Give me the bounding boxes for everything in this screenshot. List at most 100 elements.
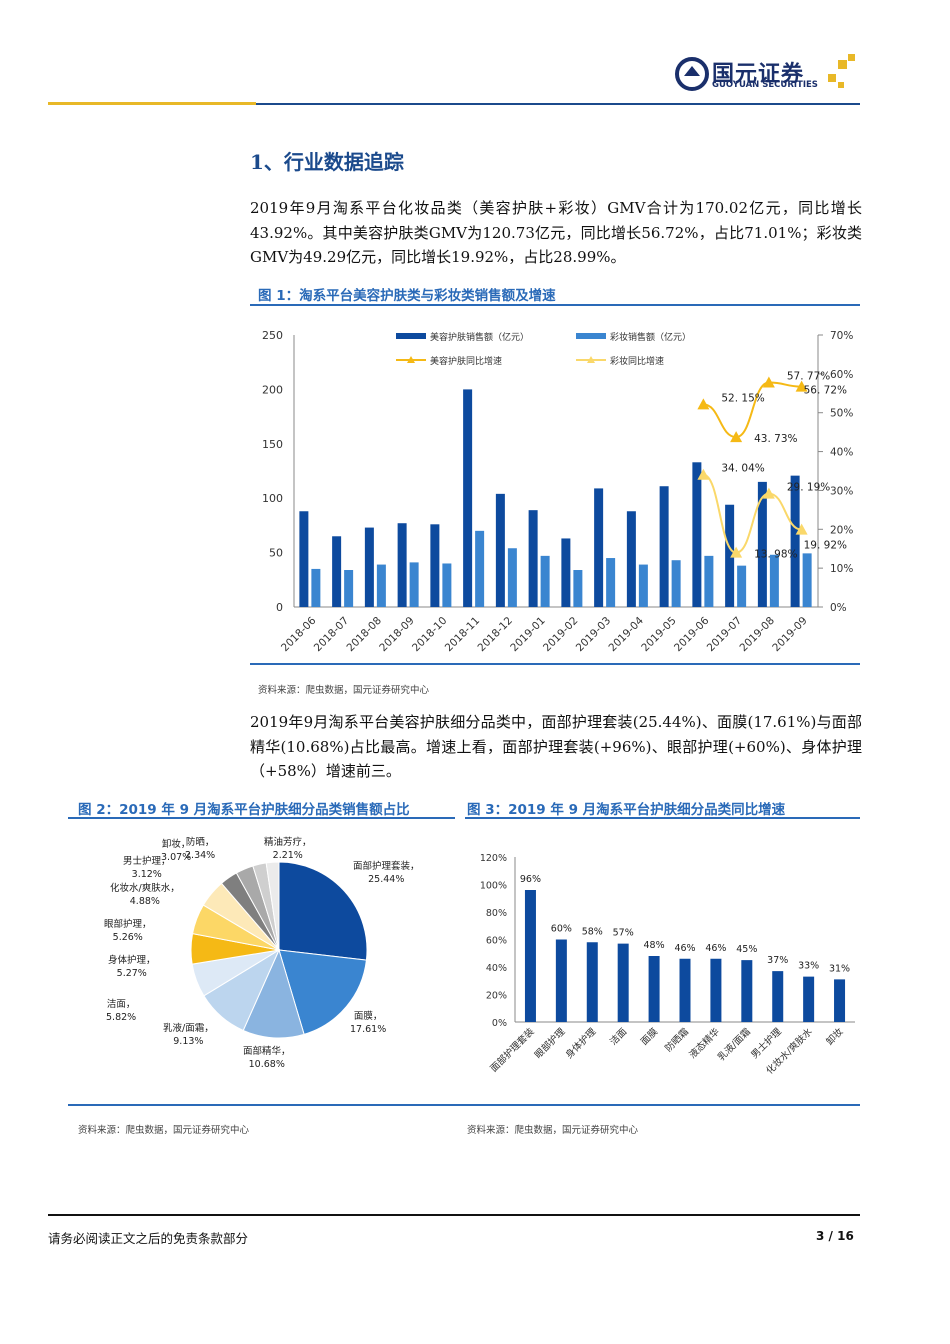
y2-tick-label: 50%: [830, 408, 853, 420]
x-tick-label: 2019-02: [541, 615, 581, 655]
figure-2-pie-chart: [190, 861, 368, 1039]
y-tick-label: 0%: [492, 1018, 507, 1029]
x-tick-label: 2019-07: [705, 615, 745, 655]
y-tick-label: 150: [262, 438, 283, 451]
paragraph-2: 2019年9月淘系平台美容护肤细分品类中，面部护理套装(25.44%)、面膜(1…: [250, 713, 862, 780]
legend-label: 彩妆销售额（亿元）: [610, 331, 691, 343]
data-label: 13. 98%: [754, 549, 797, 561]
legend-marker: [407, 356, 415, 363]
y-tick-label: 120%: [480, 853, 507, 864]
triangle-marker: [697, 398, 710, 410]
logo-emblem-icon: [675, 54, 855, 91]
bar-makeup: [442, 563, 452, 607]
bar-skincare: [659, 486, 669, 607]
bar-makeup: [409, 562, 419, 607]
figure-2-source: 资料来源：爬虫数据，国元证券研究中心: [78, 1125, 250, 1136]
x-tick-label: 2019-04: [606, 614, 646, 654]
bar-skincare: [332, 536, 342, 607]
bar-makeup: [540, 555, 550, 607]
x-tick-label: 身体护理: [563, 1025, 599, 1061]
legend-label: 美容护肤销售额（亿元）: [430, 331, 529, 343]
triangle-marker: [697, 468, 710, 480]
y-tick-label: 200: [262, 383, 283, 396]
pie-label: 男士护理， 3.12%: [123, 856, 171, 880]
y-tick-label: 20%: [486, 991, 507, 1002]
bar: [555, 939, 567, 1022]
data-label: 60%: [551, 924, 572, 935]
x-tick-label: 面膜: [639, 1026, 661, 1048]
data-label: 57. 77%: [787, 371, 830, 383]
bar-skincare: [495, 493, 505, 607]
x-tick-label: 2018-09: [377, 615, 417, 655]
bar: [772, 971, 784, 1022]
bar-skincare: [463, 389, 473, 607]
figure-1-bottom-rule: [250, 663, 860, 665]
bar-makeup: [704, 555, 714, 607]
data-label: 45%: [736, 944, 757, 955]
x-tick-label: 2019-05: [639, 615, 679, 655]
triangle-marker: [795, 523, 808, 535]
x-tick-label: 2019-06: [672, 614, 712, 654]
pie-label: 面部护理套装， 25.44%: [353, 861, 420, 885]
company-logo: [672, 54, 862, 94]
pie-slice: [278, 949, 367, 1035]
y-tick-label: 40%: [486, 963, 507, 974]
bar-makeup: [311, 568, 321, 607]
bar-skincare: [397, 523, 407, 607]
bar-makeup: [344, 570, 354, 607]
x-tick-label: 2019-08: [737, 615, 777, 655]
bar: [834, 979, 846, 1022]
bar: [586, 942, 598, 1022]
x-tick-label: 卸妆: [824, 1025, 846, 1047]
x-tick-label: 洁面: [607, 1026, 629, 1048]
triangle-marker: [795, 380, 808, 392]
figure-2-title: 图 2：2019 年 9 月淘系平台护肤细分品类销售额占比: [78, 802, 410, 818]
line-makeup-growth: [703, 473, 802, 554]
logo-text: 国元证券: [712, 62, 805, 87]
bar-skincare: [299, 511, 309, 607]
pie-label: 面部精华， 10.68%: [243, 1046, 291, 1070]
y2-tick-label: 40%: [830, 447, 853, 459]
bar-skincare: [692, 462, 702, 607]
bar-makeup: [671, 560, 681, 607]
y2-tick-label: 20%: [830, 524, 853, 536]
x-tick-label: 2018-07: [312, 615, 352, 655]
footer-divider: [48, 1214, 860, 1216]
bar-makeup: [376, 564, 386, 607]
data-label: 31%: [829, 963, 850, 974]
figure-1-chart: 0 50 100 150 200 250 0% 10% 20% 30% 40% 50% 60% 70% 20…: [262, 329, 853, 655]
pie-label: 卸妆， 3.07%: [161, 839, 192, 863]
triangle-marker: [730, 431, 743, 443]
y-tick-label: 100: [262, 492, 283, 505]
x-tick-label: 防晒霜: [662, 1026, 691, 1055]
pie-label: 精油芳疗， 2.21%: [264, 837, 312, 861]
bar-skincare: [594, 488, 604, 607]
figure-1-source: 资料来源：爬虫数据，国元证券研究中心: [258, 685, 430, 696]
y2-tick-label: 30%: [830, 485, 853, 497]
pie-label: 面膜， 17.61%: [350, 1011, 387, 1035]
figure-1-title: 图 1：淘系平台美容护肤类与彩妆类销售额及增速: [258, 288, 556, 304]
data-label: 37%: [767, 955, 788, 966]
paragraph-1: 2019年9月淘系平台化妆品类（美容护肤+彩妆）GMV合计为170.02亿元，同…: [250, 199, 862, 266]
bar-makeup: [475, 530, 485, 607]
triangle-marker: [762, 487, 775, 499]
bar-makeup: [507, 548, 517, 607]
bar-makeup: [737, 565, 747, 607]
x-tick-label: 2018-06: [279, 614, 319, 654]
bar: [648, 956, 660, 1022]
data-label: 58%: [582, 926, 603, 937]
figure-1-top-rule: [250, 304, 860, 306]
y-tick-label: 250: [262, 329, 283, 342]
data-label: 34. 04%: [721, 463, 764, 475]
legend-swatch: [396, 333, 426, 339]
pie-label: 身体护理， 5.27%: [108, 955, 156, 979]
bar-skincare: [528, 510, 538, 607]
logo-subtext: GUOYUAN SECURITIES: [712, 80, 818, 90]
y2-tick-label: 60%: [830, 369, 853, 381]
x-tick-label: 面部护理套装: [488, 1025, 537, 1074]
bar-skincare: [757, 481, 767, 607]
pie-label: 乳液/面霜， 9.13%: [163, 1023, 214, 1047]
y-tick-label: 0: [276, 601, 283, 614]
bar-skincare: [561, 538, 571, 607]
data-label: 48%: [644, 940, 665, 951]
